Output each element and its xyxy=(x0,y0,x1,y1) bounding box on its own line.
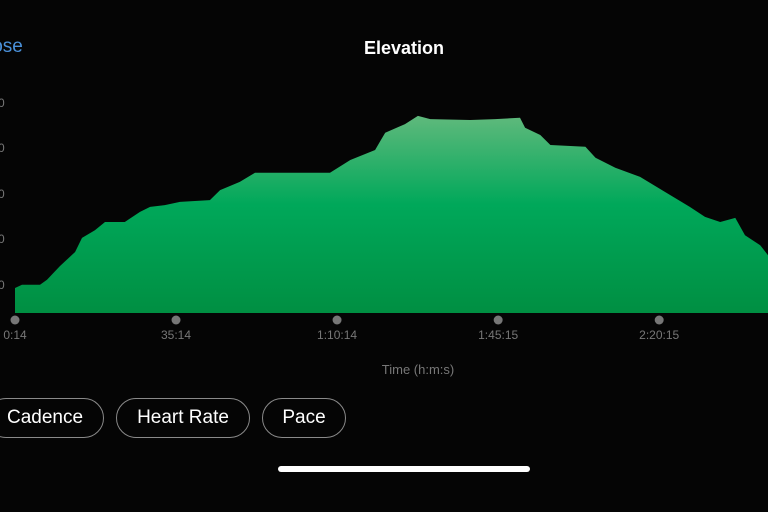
cadence-button[interactable]: Cadence xyxy=(0,398,104,438)
y-tick-label: 0 xyxy=(0,232,5,247)
page-title: Elevation xyxy=(363,38,445,58)
y-tick-label: 0 xyxy=(0,186,5,201)
x-tick-label: 0:14 xyxy=(3,328,27,342)
y-tick-label: 0 xyxy=(0,141,5,156)
pace-button[interactable]: Pace xyxy=(262,398,346,438)
x-tick-label: 35:14 xyxy=(161,328,192,342)
elevation-chart xyxy=(10,115,768,325)
x-tick-marker[interactable] xyxy=(10,315,20,325)
x-tick-marker[interactable] xyxy=(654,315,664,325)
close-button[interactable]: lose xyxy=(0,36,23,57)
x-tick-marker[interactable] xyxy=(493,315,503,325)
x-axis-label: Time (h:m:s) xyxy=(381,362,455,377)
heart-rate-button[interactable]: Heart Rate xyxy=(116,398,250,438)
x-tick-label: 1:10:14 xyxy=(317,328,358,342)
y-tick-label: 0 xyxy=(0,277,5,292)
x-tick-marker[interactable] xyxy=(332,315,342,325)
x-tick-marker[interactable] xyxy=(171,315,181,325)
x-tick-label: 1:45:15 xyxy=(478,328,519,342)
y-tick-label: 0 xyxy=(0,95,5,110)
home-indicator[interactable] xyxy=(278,466,530,472)
x-tick-label: 2:20:15 xyxy=(639,328,680,342)
elevation-area xyxy=(15,115,768,314)
